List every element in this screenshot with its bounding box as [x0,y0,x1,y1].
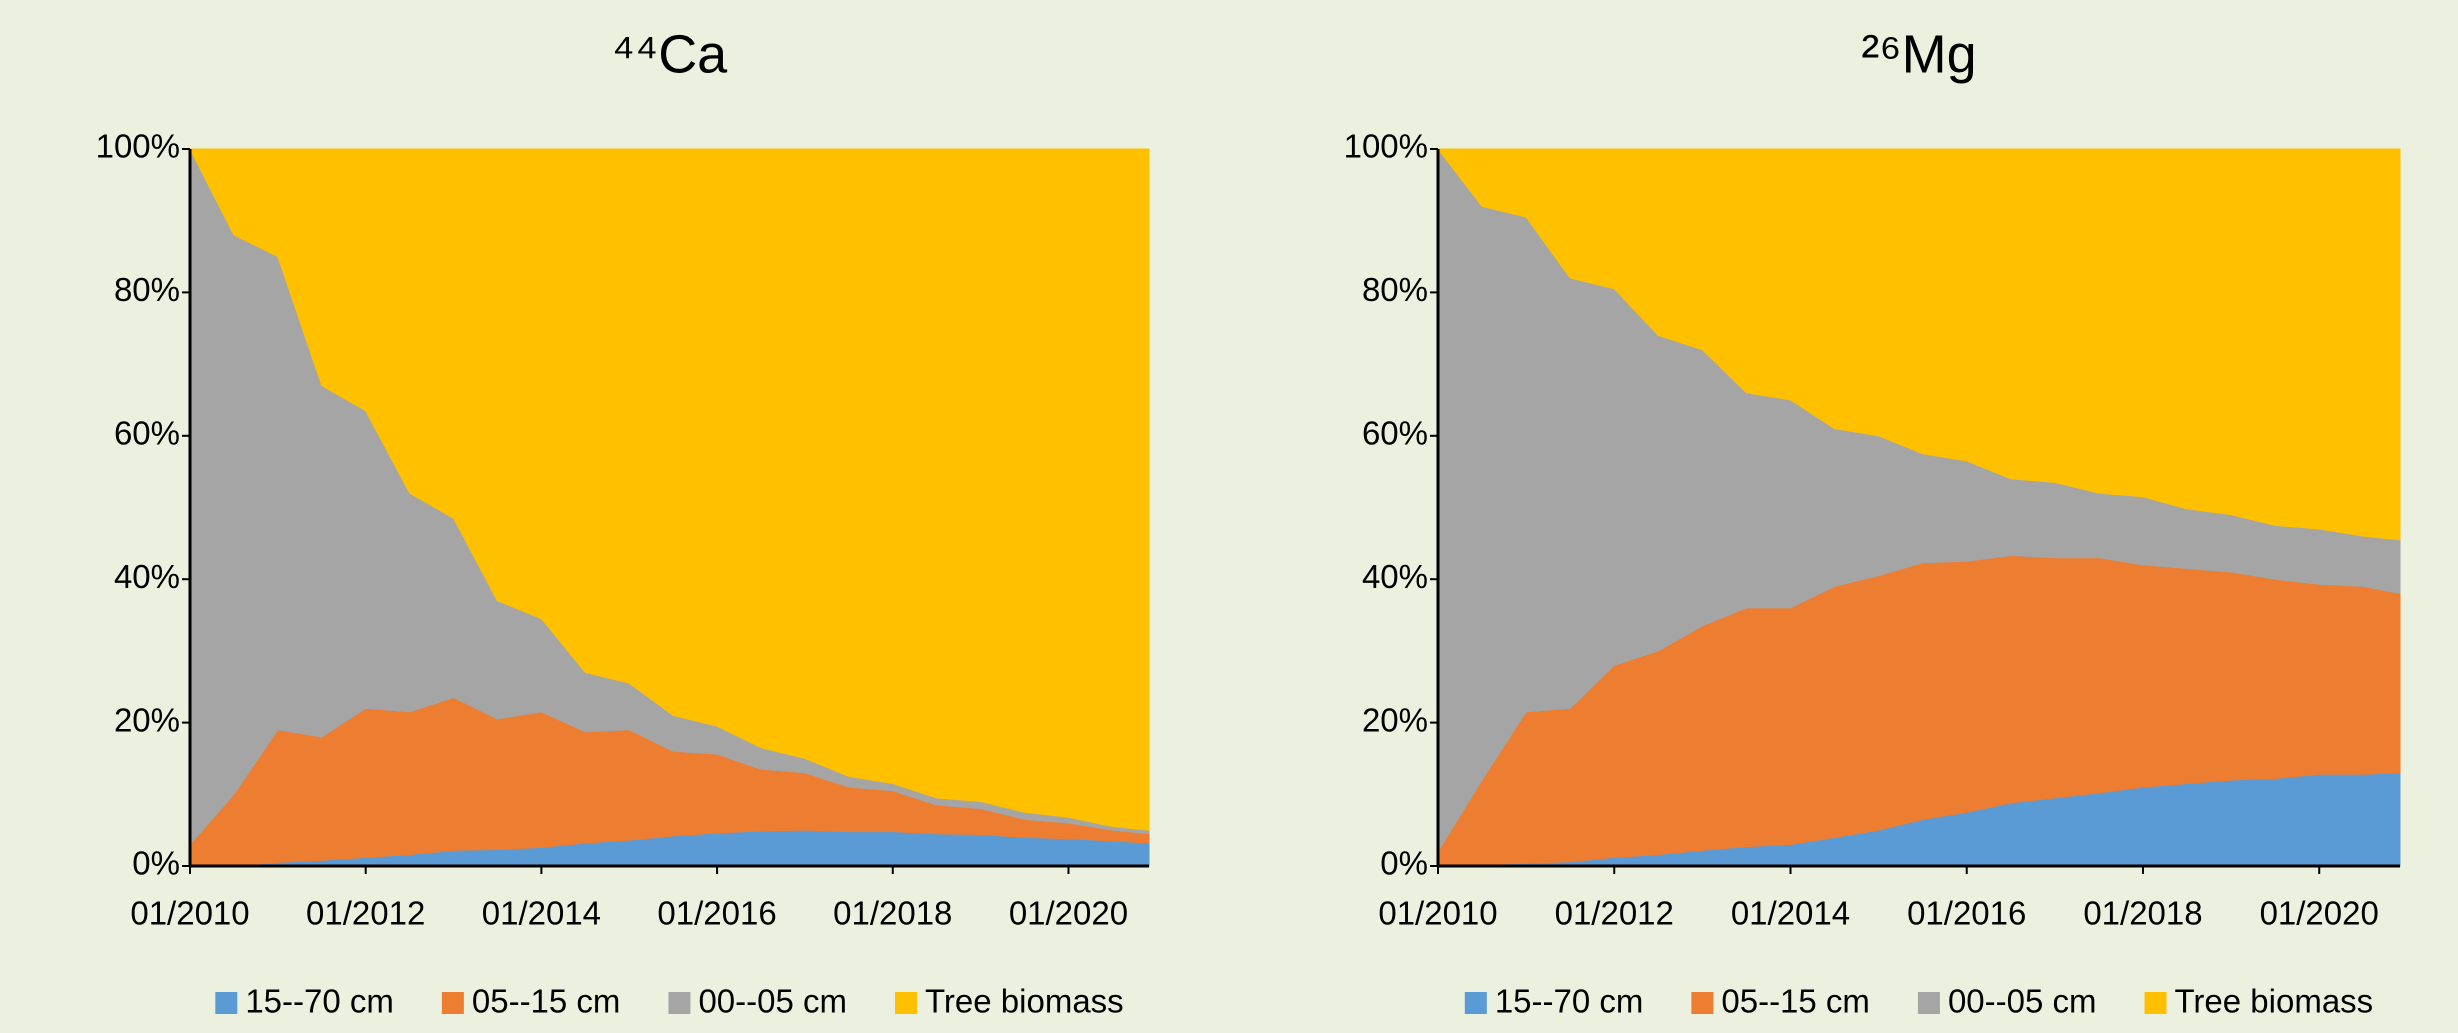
x-tick-label: 01/2018 [833,895,952,932]
x-tick-label: 01/2020 [1009,895,1128,932]
x-tick-label: 01/2018 [2083,895,2202,932]
legend-swatch [215,992,238,1014]
x-tick-label: 01/2014 [482,895,601,932]
y-tick-label: 60% [114,415,180,452]
y-tick-label: 80% [1362,271,1428,308]
y-tick-label: 20% [114,701,180,738]
y-tick-label: 60% [1362,415,1428,452]
x-tick-label: 01/2012 [1555,895,1674,932]
legend-label: 05--15 cm [472,983,621,1020]
legend-swatch [1691,992,1714,1014]
x-tick-label: 01/2016 [1907,895,2026,932]
chart-title: ⁴⁴Ca [612,24,728,84]
x-tick-label: 01/2016 [657,895,776,932]
x-tick-label: 01/2014 [1731,895,1850,932]
legend-swatch [441,992,464,1014]
y-tick-label: 40% [1362,558,1428,595]
x-tick-label: 01/2010 [1378,895,1497,932]
y-tick-label: 20% [1362,701,1428,738]
area-band [1436,148,2401,541]
y-tick-label: 100% [1344,128,1428,165]
y-tick-label: 80% [114,271,180,308]
legend-label: 00--05 cm [698,983,847,1020]
y-tick-label: 40% [114,558,180,595]
y-tick-label: 100% [96,128,180,165]
legend-swatch [895,992,917,1014]
y-tick-label: 0% [1380,845,1428,882]
legend-label: Tree biomass [925,983,1124,1020]
legend-label: 15--70 cm [1495,983,1644,1020]
area-band [189,148,1150,831]
legend-label: 00--05 cm [1948,983,2097,1020]
y-tick-label: 0% [132,845,180,882]
legend-swatch [1917,992,1940,1014]
legend-swatch [1464,992,1487,1014]
legend-swatch [668,992,691,1014]
legend-label: Tree biomass [2175,983,2374,1020]
x-tick-label: 01/2010 [130,895,249,932]
legend-label: 05--15 cm [1721,983,1870,1020]
chart-title: ²⁶Mg [1861,24,1976,84]
legend-swatch [2144,992,2167,1014]
legend-label: 15--70 cm [245,983,394,1020]
x-tick-label: 01/2020 [2260,895,2379,932]
x-tick-label: 01/2012 [306,895,425,932]
